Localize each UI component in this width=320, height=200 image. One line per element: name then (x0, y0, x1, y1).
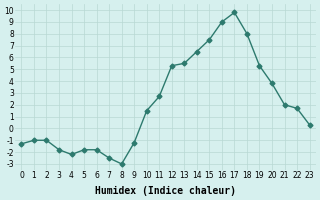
X-axis label: Humidex (Indice chaleur): Humidex (Indice chaleur) (95, 186, 236, 196)
